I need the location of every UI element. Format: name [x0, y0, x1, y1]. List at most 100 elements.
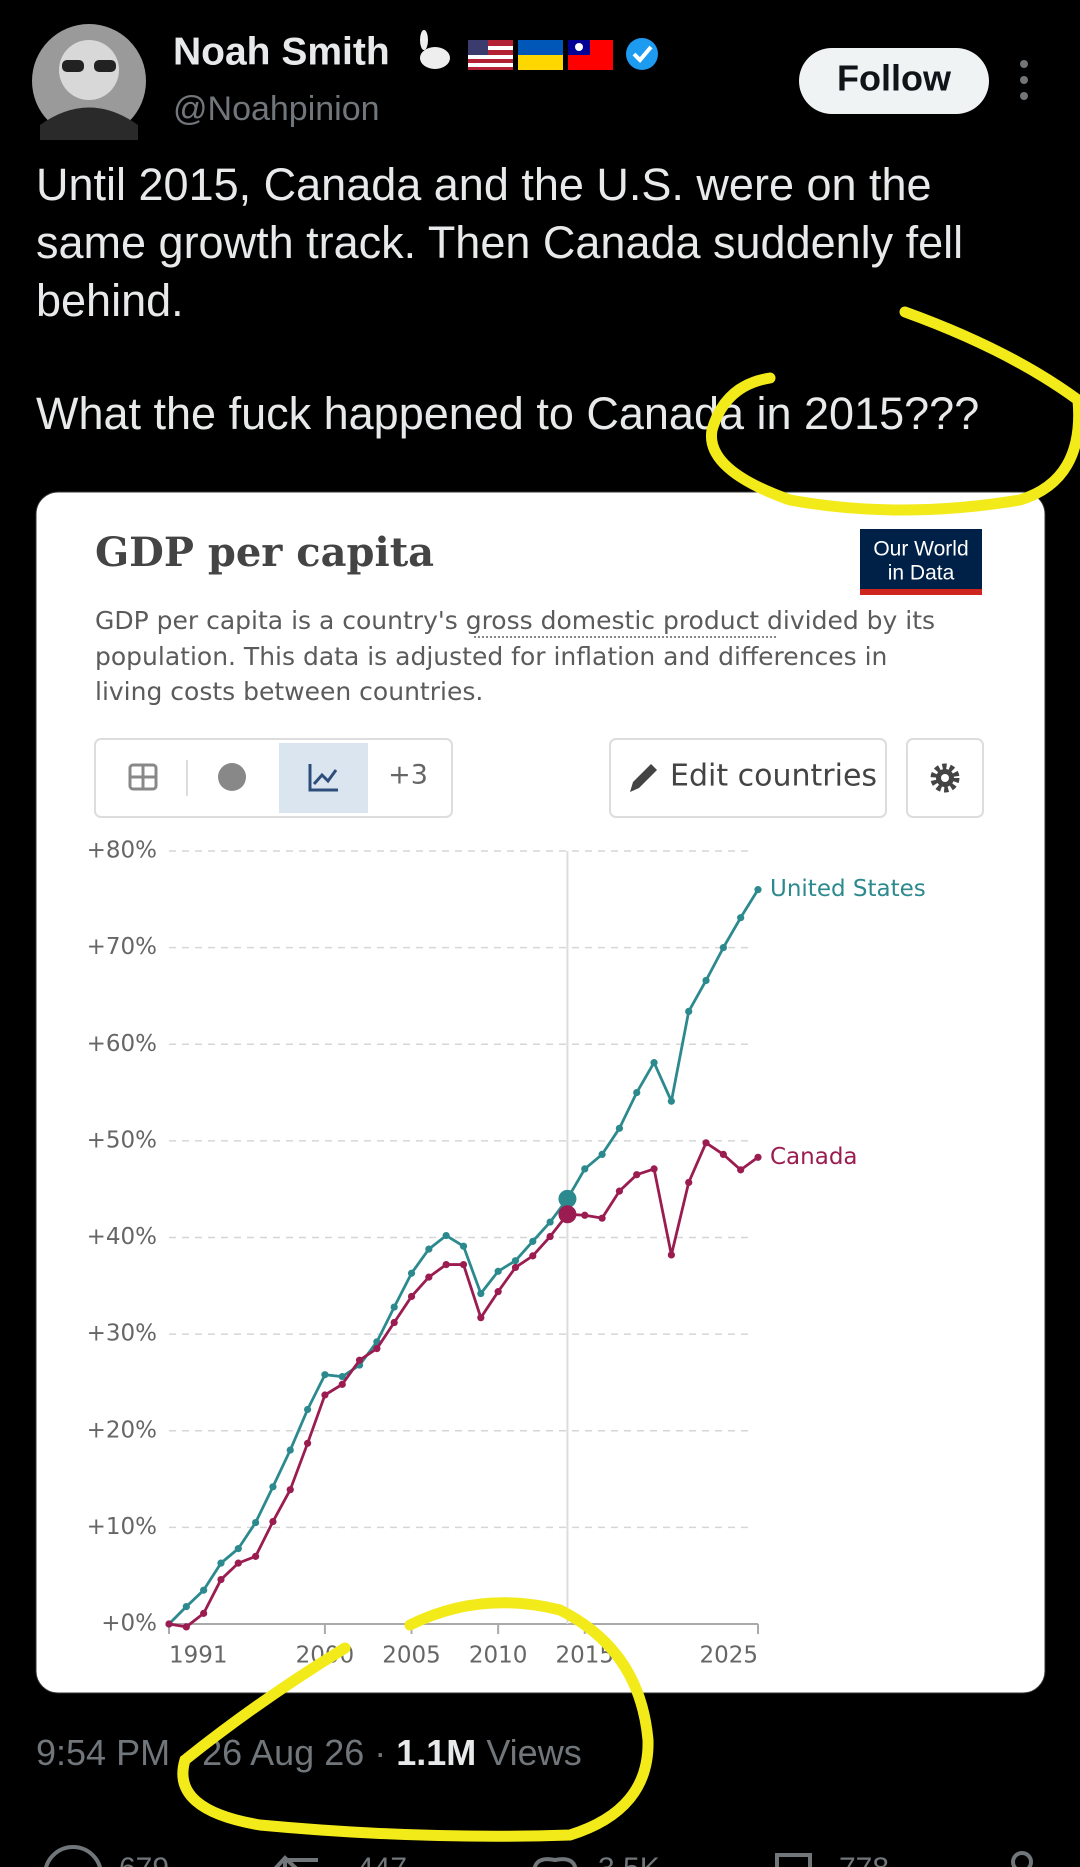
- owid-logo-bar: [860, 589, 982, 595]
- author-handle[interactable]: @Noahpinion: [173, 90, 380, 128]
- point: [633, 1171, 641, 1179]
- point: [407, 1292, 416, 1301]
- point: [598, 1214, 606, 1222]
- edit-countries-button[interactable]: [609, 738, 887, 818]
- views-label: Views: [486, 1732, 581, 1773]
- point: [303, 1439, 312, 1447]
- time: 9:54 PM: [36, 1732, 170, 1773]
- subtitle-line: population. This data is adjusted for in…: [95, 642, 887, 671]
- point: [494, 1288, 502, 1296]
- point: [494, 1267, 502, 1275]
- map-tab[interactable]: [218, 763, 246, 791]
- point: [390, 1303, 398, 1311]
- table-tab[interactable]: [128, 763, 158, 791]
- reply-count[interactable]: 679: [119, 1852, 169, 1867]
- point: [581, 1211, 589, 1219]
- tweet-line: Until 2015, Canada and the U.S. were on …: [36, 159, 932, 210]
- owid-logo: [860, 529, 982, 595]
- point: [165, 1620, 173, 1628]
- point: [685, 1178, 693, 1187]
- point: [442, 1231, 450, 1240]
- meta-line: 9:54 PM · 26 Aug 26 · 1.1M Views: [36, 1732, 582, 1773]
- chart-card[interactable]: [35, 491, 1046, 1694]
- subtitle-line: GDP per capita is a country's gross dome…: [95, 606, 935, 635]
- y-tick-label: +80%: [87, 838, 157, 864]
- series-label: United States: [770, 876, 926, 902]
- point: [269, 1517, 277, 1526]
- x-tick-label: 2005: [382, 1643, 441, 1669]
- reply-icon[interactable]: [44, 1845, 102, 1867]
- point: [529, 1252, 537, 1260]
- chart-tab-icon: [308, 764, 338, 792]
- more-menu[interactable]: [1020, 60, 1028, 100]
- point: [477, 1314, 485, 1322]
- point: [615, 1124, 624, 1132]
- point: [529, 1237, 537, 1245]
- point: [425, 1273, 433, 1281]
- sep: ·: [364, 1732, 396, 1773]
- tweet-meta: 9:54 PM · 26 Aug 26 · 1.1M Views: [36, 1732, 582, 1773]
- point: [321, 1391, 329, 1399]
- follow-button[interactable]: [799, 48, 989, 114]
- y-tick-label: +30%: [87, 1321, 157, 1347]
- point: [182, 1603, 190, 1611]
- point: [321, 1371, 329, 1379]
- share-icon[interactable]: [1011, 1851, 1033, 1867]
- point: [702, 976, 710, 985]
- follow-label[interactable]: Follow: [837, 58, 952, 99]
- point: [667, 1097, 675, 1105]
- tweet-line: behind.: [36, 275, 184, 326]
- date: 26 Aug 26: [202, 1732, 364, 1773]
- plot: +0% +10% +20% +30% +40% +50% +60% +70% +80% 1991 2…: [87, 838, 926, 1669]
- edit-countries-label[interactable]: Edit countries: [670, 759, 877, 794]
- point: [286, 1446, 294, 1454]
- point: [598, 1150, 606, 1159]
- x-tick-label: 1991: [169, 1643, 228, 1669]
- y-tick-label: +60%: [87, 1031, 157, 1057]
- bookmark-icon[interactable]: [775, 1853, 812, 1867]
- point: [737, 1166, 745, 1174]
- point: [338, 1380, 346, 1388]
- scribble-circle: [177, 1597, 654, 1842]
- point: [425, 1245, 433, 1253]
- avatar[interactable]: [32, 24, 146, 140]
- point: [737, 914, 745, 922]
- bookmark-count[interactable]: 778: [839, 1852, 889, 1867]
- point: [511, 1257, 520, 1265]
- point: [303, 1405, 312, 1414]
- point: [546, 1232, 554, 1241]
- point: [459, 1260, 468, 1269]
- repost-icon[interactable]: [272, 1855, 318, 1867]
- point: [217, 1559, 225, 1567]
- point: [338, 1373, 346, 1381]
- series-label: Canada: [770, 1144, 858, 1170]
- tweet-line: same growth track. Then Canada suddenly …: [36, 217, 963, 268]
- point: [252, 1552, 260, 1560]
- logo-line: Our World: [873, 538, 968, 561]
- point: [719, 944, 727, 952]
- point: [650, 1165, 658, 1173]
- y-tick-label: +40%: [87, 1224, 157, 1250]
- gear-icon: [930, 763, 960, 793]
- y-tick-label: +0%: [101, 1611, 157, 1637]
- point: [615, 1187, 624, 1195]
- point: [459, 1242, 468, 1250]
- point: [373, 1345, 381, 1353]
- point: [650, 1059, 658, 1067]
- like-icon[interactable]: [532, 1857, 578, 1867]
- like-count[interactable]: 3.5K: [598, 1852, 660, 1867]
- point: [754, 1153, 762, 1161]
- repost-count[interactable]: 447: [357, 1852, 407, 1867]
- pencil-icon: [630, 764, 657, 792]
- logo-line: in Data: [888, 562, 955, 585]
- chart-title: GDP per capita: [95, 529, 434, 576]
- x-tick-label: 2010: [469, 1643, 528, 1669]
- point: [702, 1139, 710, 1147]
- y-tick-label: +50%: [87, 1127, 157, 1153]
- author-name[interactable]: Noah Smith: [173, 30, 390, 73]
- more-tabs[interactable]: +3: [388, 760, 428, 791]
- point: [546, 1218, 554, 1226]
- point: [719, 1150, 727, 1159]
- point: [754, 886, 762, 894]
